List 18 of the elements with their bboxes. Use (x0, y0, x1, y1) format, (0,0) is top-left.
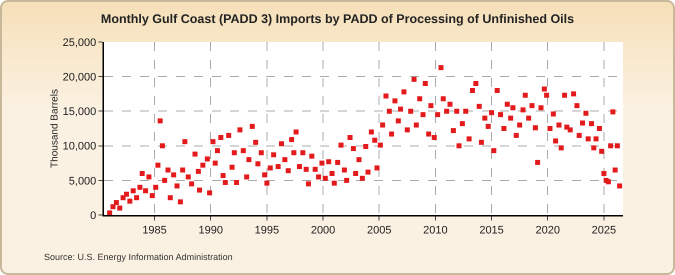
x-tick-label: 2005 (366, 224, 392, 237)
y-tick-label: 20,000 (62, 71, 96, 84)
x-tick-label: 2000 (310, 224, 336, 237)
x-tick-label: 1985 (142, 224, 167, 237)
source-note: Source: U.S. Energy Information Administration (44, 252, 233, 262)
y-tick-label: 10,000 (62, 140, 96, 153)
chart-title: Monthly Gulf Coast (PADD 3) Imports by PADD of Processing of Unfinished Oils (100, 12, 574, 26)
x-tick-label: 2020 (535, 224, 560, 237)
y-tick-label: 15,000 (62, 106, 96, 118)
x-tick-label: 1995 (254, 224, 280, 237)
y-axis-title: Thousand Barrels (50, 89, 61, 168)
y-tick-label: 5,000 (68, 175, 96, 188)
x-tick-label: 2015 (479, 224, 504, 237)
x-tick-label: 2010 (423, 224, 448, 237)
x-tick-label: 2025 (592, 224, 616, 237)
y-tick-label: 25,000 (62, 36, 96, 49)
y-tick-label: 0 (90, 210, 96, 222)
x-tick-label: 1990 (198, 224, 223, 237)
